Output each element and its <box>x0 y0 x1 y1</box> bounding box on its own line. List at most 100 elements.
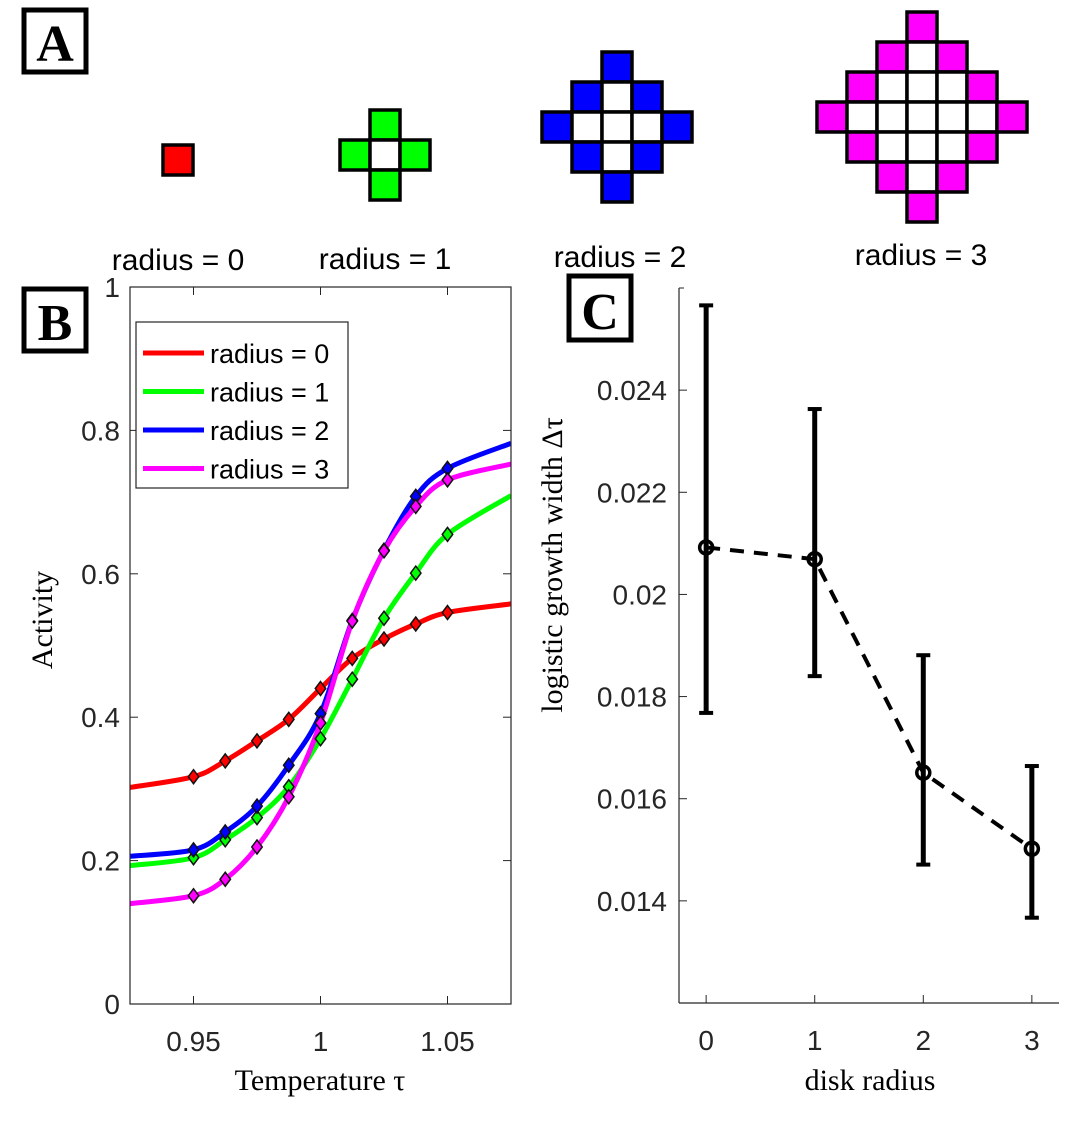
x-tick-label: 1 <box>807 1025 823 1056</box>
data-point-radius-3 <box>346 612 359 630</box>
y-tick-label: 0.018 <box>597 682 667 713</box>
disk-cell <box>965 100 999 134</box>
plot-area <box>130 440 511 907</box>
disk-cell <box>905 190 939 224</box>
b-y-axis-label: Activity <box>26 571 59 669</box>
x-tick-label: 0 <box>698 1025 714 1056</box>
disk-cell <box>935 100 969 134</box>
disk-cell <box>905 130 939 164</box>
disk-cell <box>935 160 969 194</box>
data-point-radius-1 <box>250 809 264 826</box>
data-point <box>697 539 715 556</box>
data-point-radius-0 <box>409 615 422 633</box>
disk-cell <box>630 80 664 114</box>
y-tick-label: 0.4 <box>81 702 120 733</box>
x-tick-label: 1.05 <box>420 1026 475 1057</box>
disk-cell <box>630 140 664 174</box>
disk-cell <box>935 130 969 164</box>
panel-a: A radius = 0 radius = 1 radius = 2 radiu… <box>21 7 1029 277</box>
disk-cell <box>600 140 634 174</box>
disk-cell <box>600 50 634 84</box>
disk-cell <box>935 40 969 74</box>
disk-cell <box>905 70 939 104</box>
data-point-radius-1 <box>441 526 454 543</box>
c-x-axis-label: disk radius <box>805 1064 936 1097</box>
y-tick-label: 0.022 <box>597 477 667 508</box>
y-tick-label: 1 <box>104 272 120 303</box>
disk-cell <box>368 108 402 142</box>
data-point-radius-3 <box>441 471 454 489</box>
disk-cell <box>905 10 939 44</box>
y-tick-label: 0.014 <box>597 886 667 917</box>
y-tick-label: 0.024 <box>597 375 667 406</box>
y-tick-label: 0.8 <box>81 415 120 446</box>
c-y-axis-label: logistic growth width Δτ <box>536 417 569 713</box>
disk-label-2: radius = 2 <box>554 241 687 274</box>
data-point-radius-0 <box>282 711 295 728</box>
panel-a-label: A <box>36 16 74 73</box>
data-point-radius-2 <box>250 797 264 815</box>
y-tick-label: 0.02 <box>613 579 668 610</box>
disk-cell <box>570 140 604 174</box>
panel-c: 0.014 0.016 0.018 0.02 0.022 0.024 0 1 2 3 C logi… <box>536 273 1059 1097</box>
disk-cell <box>600 80 634 114</box>
y-tick-label: 0 <box>104 989 120 1020</box>
disk-cell <box>845 130 879 164</box>
b-x-axis-label: Temperature τ <box>235 1064 406 1097</box>
disk-cell <box>570 80 604 114</box>
disk-cell <box>935 70 969 104</box>
disk-cell <box>875 70 909 104</box>
legend-label-radius-3: radius = 3 <box>210 455 329 485</box>
panel-c-label-box <box>566 273 634 343</box>
data-point-radius-1 <box>409 564 422 582</box>
data-point-radius-1 <box>377 610 391 627</box>
x-tick-label: 2 <box>915 1025 931 1056</box>
data-point-radius-2 <box>187 841 200 859</box>
data-point-radius-3 <box>219 870 232 888</box>
data-point <box>915 764 932 781</box>
panel-b-label: B <box>38 295 73 352</box>
data-point-radius-3 <box>187 887 200 904</box>
disk-cell <box>368 138 402 172</box>
disk-cell <box>905 40 939 74</box>
data-point-radius-0 <box>187 768 200 785</box>
data-point <box>1023 840 1041 858</box>
legend-label-radius-2: radius = 2 <box>210 416 329 446</box>
disk-cell <box>965 70 999 104</box>
disk-cell <box>540 110 574 144</box>
data-point-radius-0 <box>219 752 232 770</box>
disk-cell <box>845 100 879 134</box>
disk-label-1: radius = 1 <box>319 243 452 276</box>
data-point-radius-0 <box>377 630 391 648</box>
y-tick-label: 0.016 <box>597 784 667 815</box>
series-line-radius-2 <box>130 440 511 859</box>
y-tick-label: 0.2 <box>81 846 120 877</box>
disk-cell <box>995 100 1029 134</box>
disk-cell <box>875 130 909 164</box>
panel-b-label-box <box>21 286 89 354</box>
panel-b: 0 0.2 0.4 0.6 0.8 1 0.95 1 1.05 B Activity Tempe… <box>21 272 512 1097</box>
disk-cell <box>600 170 634 204</box>
data-point-radius-1 <box>346 670 359 688</box>
legend-label-radius-1: radius = 1 <box>210 378 329 408</box>
disk-cell <box>905 100 939 134</box>
disk-cell <box>660 110 694 144</box>
activity-plot: 0 0.2 0.4 0.6 0.8 1 0.95 1 1.05 <box>81 272 512 1057</box>
x-tick-label: 3 <box>1024 1025 1040 1056</box>
disk-cell <box>875 160 909 194</box>
disk-cell <box>630 110 664 144</box>
disk-cell <box>965 130 999 164</box>
panel-c-label: C <box>581 284 619 341</box>
disk-label-0: radius = 0 <box>112 244 245 277</box>
legend: radius = 0 radius = 1 radius = 2 radius = 3 <box>135 321 349 489</box>
disk-cell <box>875 40 909 74</box>
disk-cell <box>398 138 432 172</box>
data-point-radius-3 <box>282 788 295 806</box>
disk-cell <box>161 143 195 177</box>
x-tick-label: 0.95 <box>166 1026 221 1057</box>
disk-cell <box>368 168 402 202</box>
data-point <box>806 550 823 568</box>
legend-label-radius-0: radius = 0 <box>210 339 329 369</box>
mean-line <box>705 545 1034 851</box>
